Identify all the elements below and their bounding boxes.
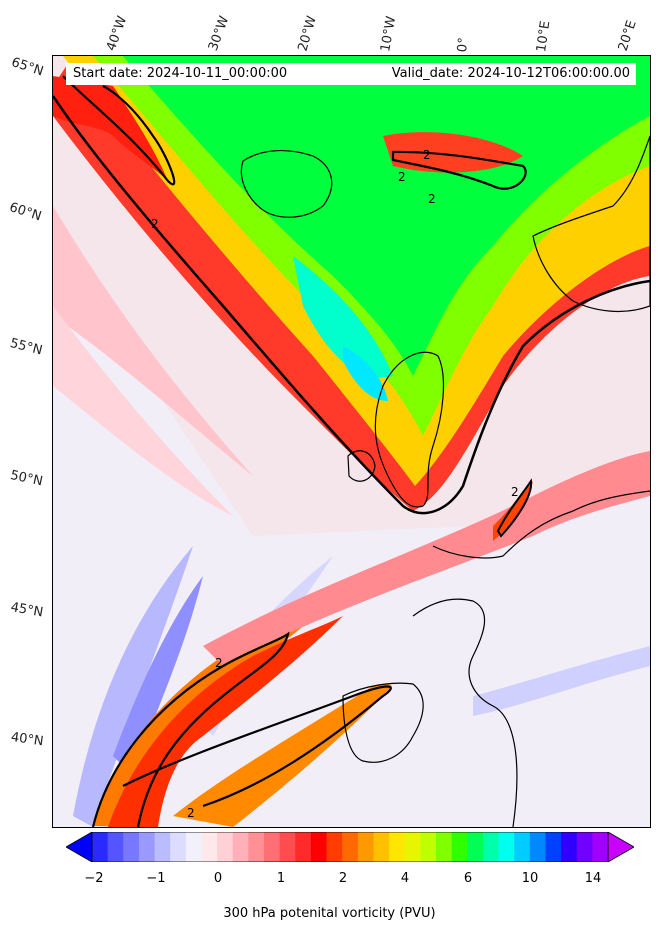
colorbar-tick: 6 (463, 871, 473, 886)
pv-band-1 (53, 206, 253, 476)
pv-field-map: 2 2 2 2 2 2 2 (53, 56, 650, 827)
contour-label: 2 (423, 148, 431, 162)
colorbar-cell (201, 832, 218, 862)
pv-2-contour-north (391, 150, 527, 190)
high-pv-trough-green (123, 56, 650, 376)
negative-pv-streak-1 (73, 546, 193, 827)
colorbar-cell (529, 832, 546, 862)
start-date-text: Start date: 2024-10-11_00:00:00 (73, 66, 288, 81)
southern-pv-streamer-arm (173, 684, 392, 827)
colorbar-cell (404, 832, 421, 862)
lon-label-10e: 10°E (534, 19, 554, 53)
date-info-box: Start date: 2024-10-11_00:00:00 Valid_da… (66, 63, 636, 85)
pv-streamer-west (53, 76, 168, 181)
contour-label: 2 (511, 485, 519, 499)
pv-band-europe (203, 451, 650, 666)
colorbar-cell (467, 832, 484, 862)
colorbar-cell (310, 832, 328, 862)
colorbar-tick: 1 (276, 871, 286, 886)
colorbar-cell (326, 832, 343, 862)
colorbar-cell (217, 832, 234, 862)
colorbar-tick: 4 (400, 871, 410, 886)
colorbar-cell (123, 832, 140, 862)
high-pv-core-cyan-2 (343, 346, 388, 401)
lat-label-60n: 60°N (7, 200, 44, 225)
contour-label: 2 (151, 217, 159, 231)
lon-label-10w: 10°W (378, 15, 400, 54)
colorbar-cell (248, 832, 265, 862)
colorbar-extend-max (607, 832, 634, 862)
colorbar-cell (576, 832, 593, 862)
colorbar-cell (357, 832, 374, 862)
colorbar-cell (138, 832, 156, 862)
lat-label-55n: 55°N (8, 336, 44, 359)
high-pv-core-cyan (293, 256, 393, 378)
lat-label-65n: 65°N (9, 55, 46, 80)
pv-2-contour-west (62, 75, 176, 186)
colorbar-cell (154, 832, 171, 862)
colorbar-cell (451, 832, 468, 862)
map-panel[interactable]: 2 2 2 2 2 2 2 (52, 55, 651, 828)
colorbar-label: 300 hPa potenital vorticity (PVU) (223, 906, 436, 921)
pv-streamer-north (383, 132, 523, 173)
colorbar-cell (420, 832, 437, 862)
pv-2-contour-south-arm (122, 685, 392, 808)
contour-label: 2 (428, 192, 436, 206)
pv-2-contour-main (53, 95, 650, 515)
contour-label: 2 (398, 170, 406, 184)
lat-label-50n: 50°N (8, 468, 45, 490)
contour-label: 2 (187, 806, 195, 820)
colorbar-cell (545, 832, 562, 862)
coastline-iberia (342, 682, 424, 763)
negative-pv-streak-4 (473, 646, 650, 716)
valid-date-text: Valid_date: 2024-10-12T06:00:00.00 (391, 66, 630, 81)
coastline-britain (374, 351, 445, 508)
lat-label-40n: 40°N (9, 730, 45, 750)
colorbar-tick: 2 (338, 871, 348, 886)
colorbar-border (91, 832, 609, 862)
colorbar-tick: −1 (146, 871, 166, 886)
pv-band-2 (53, 306, 233, 516)
colorbar-cell (514, 832, 531, 862)
coastline-iceland (240, 150, 333, 218)
coastline-continental-europe (412, 490, 650, 827)
colorbar-cell (389, 832, 406, 862)
colorbar-cell (373, 832, 390, 862)
colorbar-cell (170, 832, 187, 862)
contour-label: 2 (215, 656, 223, 670)
colorbar-cell (498, 832, 515, 862)
colorbar-cell (279, 832, 296, 862)
southern-pv-streamer-red (108, 616, 343, 827)
colorbar-extend-min (66, 832, 93, 862)
negative-pv-streak-2 (113, 576, 203, 776)
lon-label-20w: 20°W (295, 14, 320, 54)
colorbar-cell (482, 832, 500, 862)
colorbar-cell (342, 832, 359, 862)
pv-2-contour-channel (496, 478, 533, 538)
pv-2-contour-south (91, 631, 290, 827)
lon-label-40w: 40°W (103, 14, 131, 53)
colorbar-cell (92, 832, 109, 862)
colorbar-tick: 0 (213, 871, 223, 886)
colorbar (66, 832, 634, 862)
lat-label-45n: 45°N (9, 600, 45, 621)
colorbar-tick: 10 (521, 871, 539, 886)
colorbar-cell (264, 832, 281, 862)
colorbar-cell (232, 832, 249, 862)
lon-label-30w: 30°W (205, 14, 233, 53)
pv-filament-channel (493, 481, 533, 541)
colorbar-cell (561, 832, 578, 862)
colorbar-cell (592, 832, 609, 862)
colorbar-cell (107, 832, 124, 862)
coastline-ireland (347, 450, 376, 482)
lon-label-0: 0° (455, 36, 472, 53)
colorbar-cell (436, 832, 453, 862)
coastline-scandinavia (532, 135, 650, 313)
colorbar-tick: −2 (84, 871, 104, 886)
colorbar-cell (185, 832, 202, 862)
colorbar-tick: 14 (584, 871, 602, 886)
colorbar-cell (295, 832, 312, 862)
lon-label-20e: 20°E (615, 18, 640, 53)
